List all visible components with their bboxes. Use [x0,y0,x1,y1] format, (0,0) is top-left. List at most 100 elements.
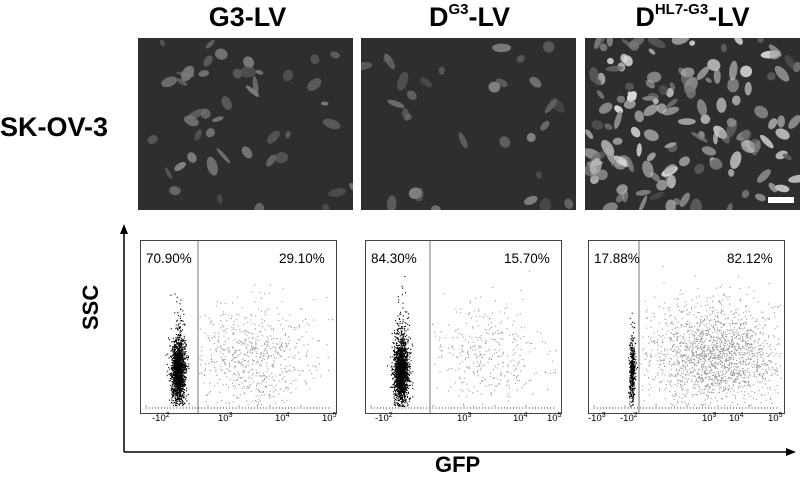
event-dot [475,349,477,351]
event-dot [406,378,408,380]
event-dot [396,363,398,365]
event-dot [406,382,408,384]
event-dot [175,346,177,348]
event-dot [404,360,406,362]
event-dot [211,359,213,361]
event-dot [488,318,490,320]
event-dot [492,334,494,336]
event-dot [210,355,212,357]
event-dot [180,368,182,370]
event-dot [401,399,403,401]
event-dot [173,377,175,379]
event-dot [502,366,504,368]
event-dot [478,336,480,338]
event-dot [398,392,400,394]
event-dot [487,332,489,334]
event-dot [299,359,301,361]
event-dot [176,395,178,397]
cell [241,146,253,159]
cell [206,156,218,176]
event-dot [476,320,478,322]
event-dot [402,361,404,363]
event-dot [177,323,179,325]
event-dot [397,387,399,389]
event-dot [400,355,402,357]
event-dot [227,314,229,316]
event-dot [637,366,639,368]
event-dot [266,349,268,351]
cell [544,99,558,113]
event-dot [406,377,408,379]
cell [646,152,656,162]
event-dot [397,354,399,356]
event-dot [236,378,238,380]
event-dot [175,389,177,391]
event-dot [392,371,394,373]
event-dot [393,359,395,361]
event-dot [398,370,400,372]
event-dot [209,382,211,384]
event-dot [452,337,454,339]
cell [161,76,178,88]
event-dot [404,342,406,344]
event-dot [491,338,493,340]
event-dot [484,364,486,366]
cell [407,90,417,101]
event-dot [177,387,179,389]
event-dot [395,336,397,338]
event-dot [395,342,397,344]
event-dot [395,380,397,382]
event-dot [490,394,492,396]
event-dot [180,358,182,360]
cell [604,123,613,130]
event-dot [183,381,185,383]
event-dot [177,343,179,345]
event-dot [179,393,181,395]
event-dot [208,392,210,394]
event-dot [631,358,633,360]
event-dot [273,330,275,332]
event-dot [180,367,182,369]
event-dot [402,315,404,317]
event-dot [178,377,180,379]
event-dot [175,390,177,392]
event-dot [182,346,184,348]
event-dot [401,376,403,378]
event-dot [406,380,408,382]
event-dot [402,370,404,372]
event-dot [173,372,175,374]
event-dot [172,348,174,350]
cell [205,39,215,49]
event-dot [502,362,504,364]
event-dot [178,359,180,361]
event-dot [184,364,186,366]
event-dot [242,377,244,379]
cell [198,70,210,77]
cell [666,174,677,189]
event-dot [515,382,517,384]
event-dot [401,285,403,287]
event-dot [402,395,404,397]
event-dot [172,369,174,371]
event-dot [403,351,405,353]
event-dot [182,392,184,394]
event-dot [183,348,185,350]
event-dot [204,332,206,334]
event-dot [305,383,307,385]
event-dot [632,348,634,350]
event-dot [184,389,186,391]
event-dot [181,349,183,351]
cell [266,154,276,167]
event-dot [177,378,179,380]
event-dot [241,387,243,389]
event-dot [404,395,406,397]
event-dot [179,388,181,390]
event-dot [256,372,258,374]
event-dot [478,347,480,349]
event-dot [259,391,261,393]
event-dot [174,383,176,385]
event-dot [210,349,212,351]
event-dot [474,310,476,312]
cell [730,151,742,169]
event-dot [180,349,182,351]
